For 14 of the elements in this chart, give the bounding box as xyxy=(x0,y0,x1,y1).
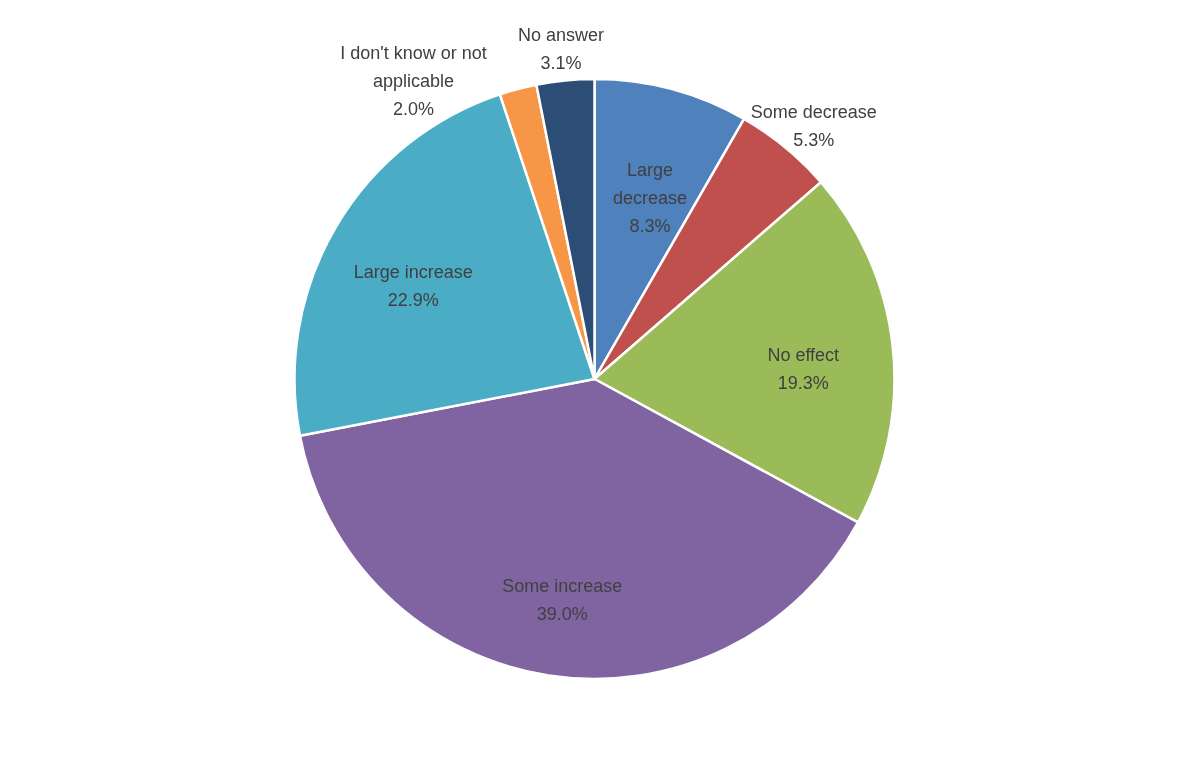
slice-label: No answer xyxy=(517,24,604,45)
slice-label: I don't know or not applicable xyxy=(340,42,487,91)
slice-label: No effect xyxy=(767,345,840,366)
slice-label: Large decrease xyxy=(612,160,688,209)
data-label: 3.1% xyxy=(540,52,582,73)
data-label: 8.3% xyxy=(629,216,671,237)
slice-label: Some increase xyxy=(502,575,623,596)
data-label: 19.3% xyxy=(777,373,829,394)
data-label: 39.0% xyxy=(536,603,588,624)
data-label: 5.3% xyxy=(793,129,835,150)
data-label: 2.0% xyxy=(393,98,435,119)
data-label: 22.9% xyxy=(387,289,439,310)
slice-label: Some decrease xyxy=(750,101,877,122)
slice-label: Large increase xyxy=(353,261,473,282)
